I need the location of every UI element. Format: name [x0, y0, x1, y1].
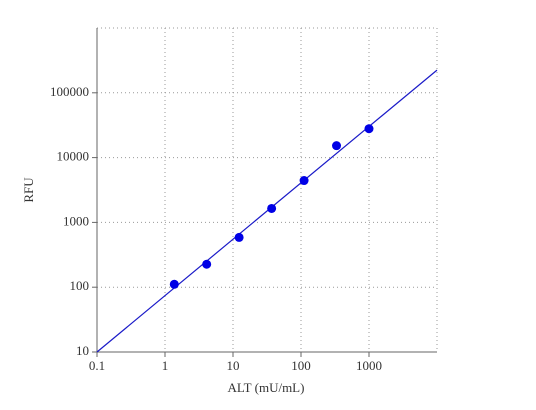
data-point: [332, 141, 342, 151]
x-axis-label: ALT (mU/mL): [228, 380, 305, 395]
fit-line: [96, 69, 438, 353]
data-point: [169, 279, 179, 289]
data-point: [202, 259, 212, 269]
y-tick-label: 100: [70, 278, 90, 293]
x-tick-label: 1: [162, 358, 169, 373]
x-tick-label: 100: [291, 358, 311, 373]
y-tick-label: 100000: [50, 84, 89, 99]
x-tick-label: 0.1: [89, 358, 105, 373]
x-tick-label: 10: [227, 358, 240, 373]
data-point: [234, 232, 244, 242]
y-tick-label: 1000: [63, 213, 89, 228]
data-point: [299, 176, 309, 186]
x-tick-label: 1000: [356, 358, 382, 373]
y-tick-label: 10000: [57, 149, 90, 164]
data-point: [364, 124, 374, 134]
data-point: [267, 203, 277, 213]
y-tick-label: 10: [76, 343, 89, 358]
y-axis-label: RFU: [21, 177, 36, 203]
